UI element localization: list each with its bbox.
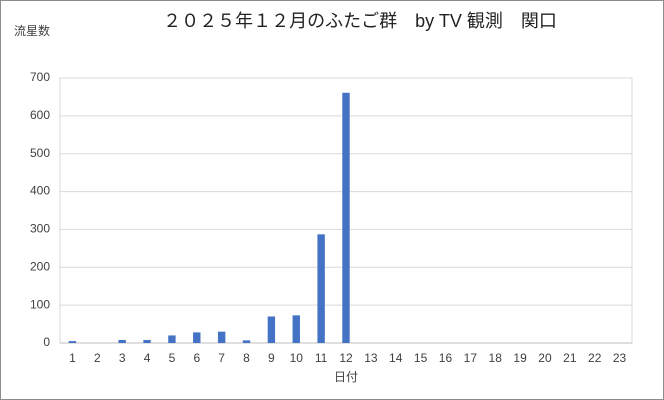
bar: [292, 315, 300, 343]
x-tick-label: 12: [339, 351, 353, 365]
x-tick-label: 3: [119, 351, 126, 365]
bar: [168, 335, 176, 343]
x-tick-label: 22: [588, 351, 602, 365]
x-tick-label: 5: [169, 351, 176, 365]
x-tick-label: 7: [218, 351, 225, 365]
chart-title: ２０２５年１２月のふたご群 by TV 観測 関口: [163, 11, 557, 31]
x-tick-label: 1: [69, 351, 76, 365]
x-axis-label: 日付: [334, 370, 358, 384]
x-tick-label: 2: [94, 351, 101, 365]
bar: [217, 331, 226, 343]
y-tick-label: 600: [30, 108, 50, 122]
bar: [242, 340, 251, 343]
y-tick-label: 100: [30, 297, 50, 311]
y-axis-label: 流星数: [14, 23, 50, 38]
x-tick-label: 15: [414, 351, 428, 365]
x-tick-label: 16: [439, 351, 453, 365]
y-tick-label: 500: [30, 146, 50, 160]
y-tick-label: 200: [30, 259, 50, 273]
bar: [267, 316, 276, 343]
bar: [193, 332, 201, 343]
x-tick-label: 4: [144, 351, 151, 365]
x-tick-label: 13: [364, 351, 378, 365]
x-tick-label: 21: [563, 351, 577, 365]
bar: [317, 234, 325, 343]
x-tick-label: 23: [613, 351, 627, 365]
y-tick-label: 0: [43, 335, 50, 349]
bar: [118, 339, 126, 343]
x-tick-label: 14: [389, 351, 403, 365]
bar: [68, 341, 77, 343]
x-tick-label: 19: [513, 351, 527, 365]
x-tick-label: 18: [489, 351, 503, 365]
x-tick-label: 11: [315, 351, 328, 365]
x-tick-label: 17: [464, 351, 478, 365]
x-tick-label: 10: [290, 351, 304, 365]
x-tick-label: 9: [268, 351, 275, 365]
y-tick-label: 700: [30, 70, 50, 84]
bar: [342, 92, 350, 343]
y-tick-label: 300: [30, 222, 50, 236]
x-tick-label: 6: [193, 351, 200, 365]
bar: [143, 339, 151, 343]
y-tick-label: 400: [30, 184, 50, 198]
x-tick-label: 8: [243, 351, 250, 365]
x-tick-label: 20: [538, 351, 552, 365]
